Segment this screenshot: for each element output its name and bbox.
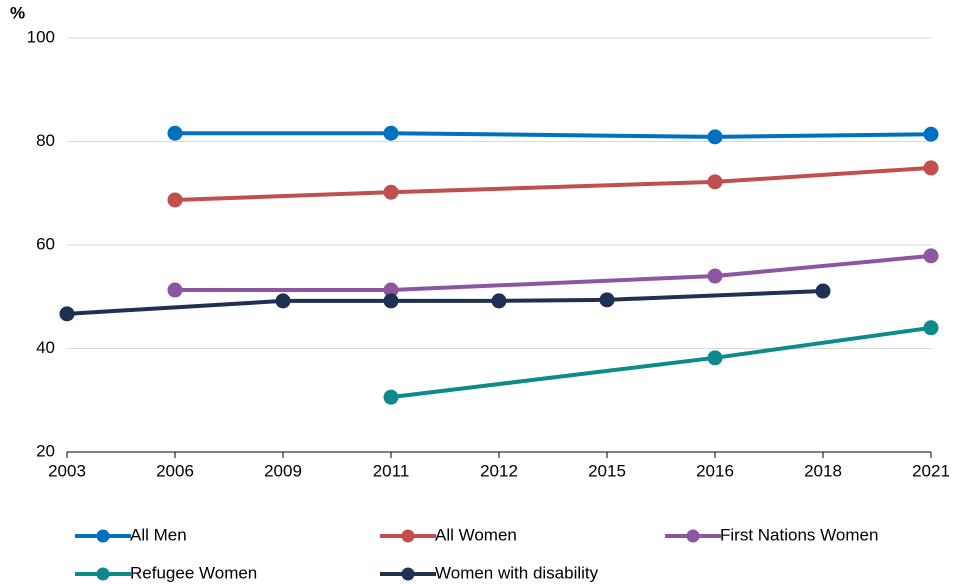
y-tick-label: 20 xyxy=(36,441,55,460)
data-point xyxy=(599,292,615,308)
data-point xyxy=(707,350,723,366)
data-point xyxy=(707,174,723,190)
legend-marker xyxy=(401,567,415,581)
series-line xyxy=(714,325,932,360)
legend-label: First Nations Women xyxy=(720,525,878,544)
legend-label: All Men xyxy=(130,525,187,544)
data-point xyxy=(707,268,723,284)
legend-marker xyxy=(96,529,110,543)
y-tick-label: 60 xyxy=(36,234,55,253)
x-tick-label: 2018 xyxy=(804,461,842,480)
data-point xyxy=(383,282,399,298)
data-point xyxy=(815,283,831,299)
y-tick-label: 100 xyxy=(27,27,55,46)
series-line xyxy=(714,253,932,279)
legend-marker xyxy=(401,529,415,543)
data-point xyxy=(383,184,399,200)
series-line xyxy=(174,190,392,202)
series-line xyxy=(390,131,716,139)
x-tick-label: 2012 xyxy=(480,461,518,480)
data-point xyxy=(707,129,723,145)
series-line xyxy=(498,297,608,303)
legend-label: Refugee Women xyxy=(130,563,257,582)
data-point xyxy=(923,160,939,176)
legend-marker xyxy=(686,529,700,543)
data-point xyxy=(383,389,399,405)
x-tick-label: 2006 xyxy=(156,461,194,480)
x-tick-label: 2009 xyxy=(264,461,302,480)
x-tick-label: 2016 xyxy=(696,461,734,480)
x-tick-label: 2015 xyxy=(588,461,626,480)
y-tick-label: 40 xyxy=(36,338,55,357)
data-point xyxy=(383,293,399,309)
legend-label: Women with disability xyxy=(435,563,599,582)
legend-label: All Women xyxy=(435,525,517,544)
y-tick-label: 80 xyxy=(36,131,55,150)
series-line xyxy=(714,132,932,139)
x-tick-label: 2011 xyxy=(373,461,410,480)
y-axis-label: % xyxy=(10,3,25,22)
x-tick-label: 2003 xyxy=(48,461,86,480)
series-line xyxy=(606,289,824,302)
x-tick-label: 2021 xyxy=(912,461,950,480)
legend-marker xyxy=(96,567,110,581)
data-point xyxy=(491,293,507,309)
data-point xyxy=(383,125,399,141)
data-point xyxy=(923,320,939,336)
data-point xyxy=(167,192,183,208)
data-point xyxy=(923,126,939,142)
data-point xyxy=(167,282,183,298)
data-point xyxy=(167,125,183,141)
series-line xyxy=(66,298,284,316)
data-point xyxy=(275,293,291,309)
series-line xyxy=(390,355,716,400)
series-line xyxy=(390,274,716,293)
data-point xyxy=(923,248,939,264)
series-line xyxy=(390,179,716,195)
series-line xyxy=(714,165,932,184)
data-point xyxy=(59,306,75,322)
